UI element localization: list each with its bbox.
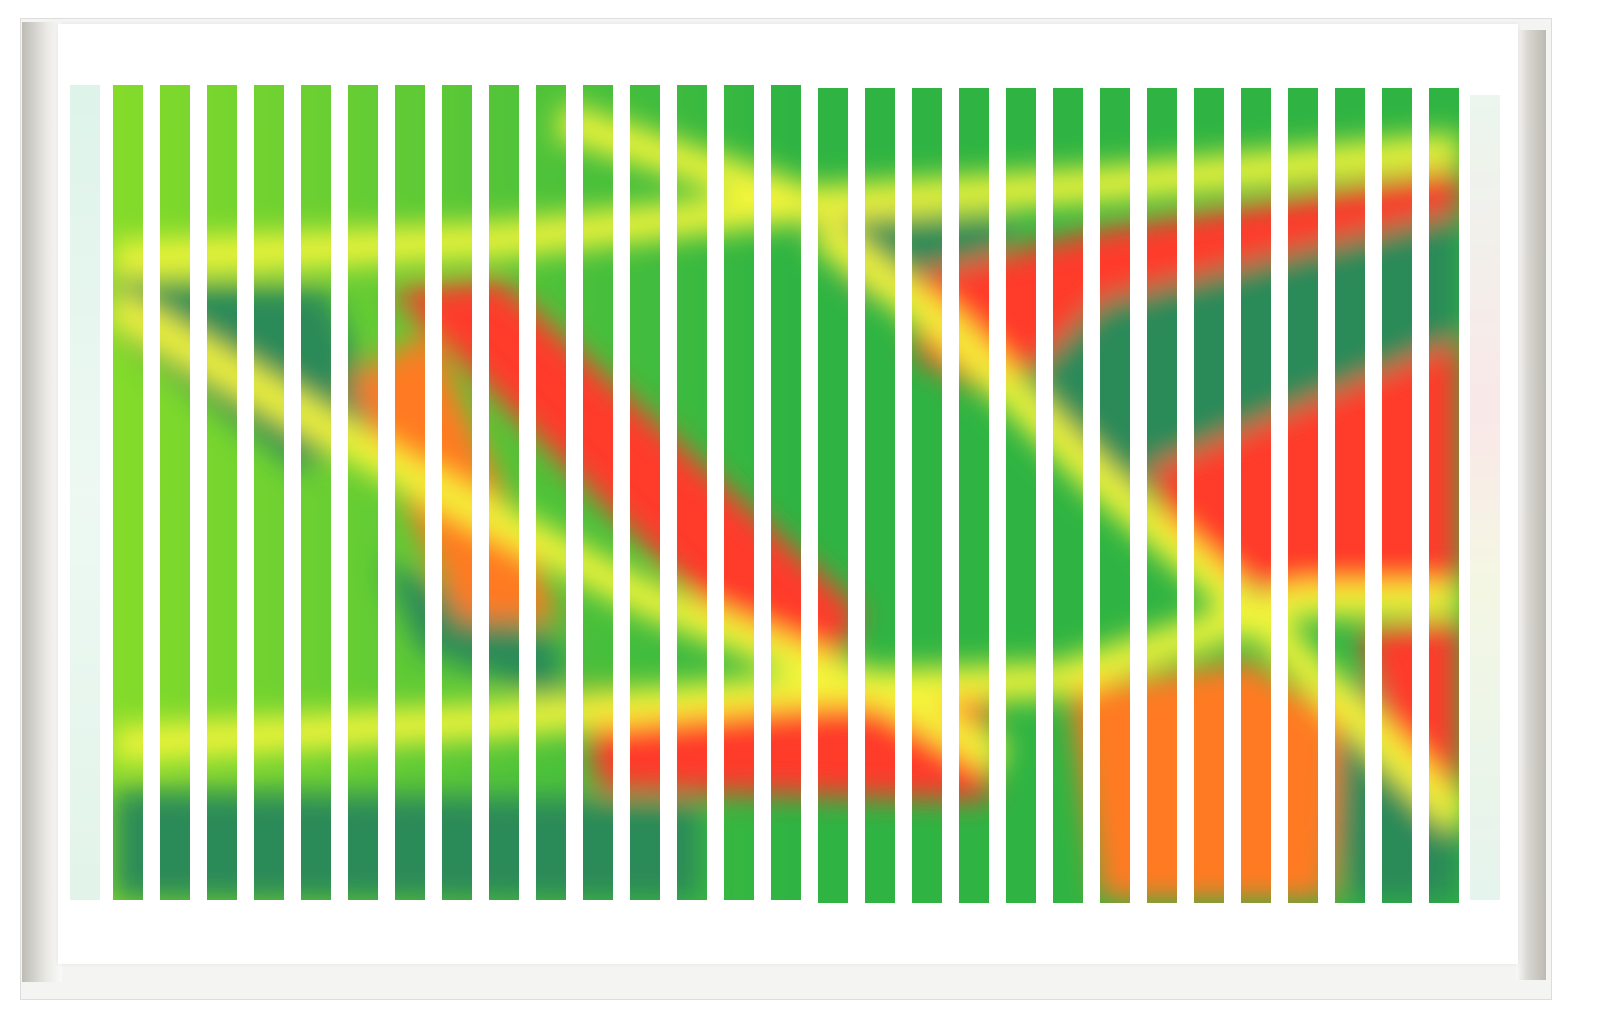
frame-left-edge	[22, 22, 62, 982]
yellow-band	[113, 290, 1009, 775]
frame-right-edge	[1516, 30, 1546, 980]
red-region	[1360, 620, 1459, 810]
yellow-band	[113, 133, 1459, 277]
orange-region	[1070, 660, 1340, 900]
left-reflection	[70, 85, 100, 900]
orange-region	[350, 330, 560, 620]
teal-region	[113, 280, 380, 470]
teal-region	[113, 790, 700, 900]
yellow-band	[554, 103, 806, 217]
yellow-band	[113, 663, 1061, 762]
right-reflection	[1470, 95, 1500, 900]
teal-region	[380, 560, 560, 700]
